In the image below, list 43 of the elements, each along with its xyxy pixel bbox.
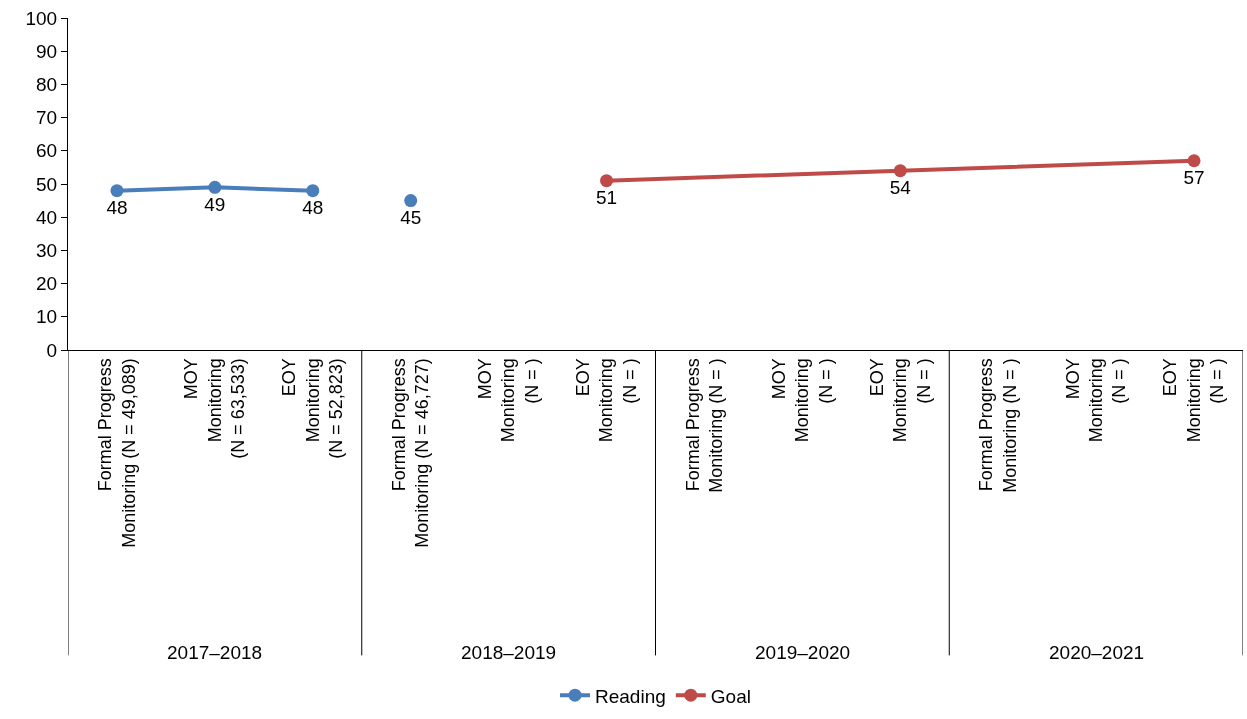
y-tick-label: 100: [25, 7, 58, 29]
y-tick-label: 70: [36, 107, 58, 129]
x-tick-label: EOY Monitoring (N = ): [1160, 358, 1228, 443]
data-label: 48: [302, 197, 324, 219]
text: 2018–2019: [461, 642, 557, 663]
y-tick-label: 90: [36, 40, 58, 62]
point: [1187, 154, 1201, 168]
y-tick-label: 40: [36, 206, 58, 228]
legend-label: Goal: [710, 685, 751, 707]
data-label: 51: [595, 187, 618, 209]
x-tick-label: Formal Progress Monitoring (N = 46,727): [388, 358, 433, 548]
x-tick-label: Formal Progress Monitoring (N = ): [682, 358, 727, 493]
x-tick-label: MOY Monitoring (N = ): [475, 358, 542, 443]
text: 2020–2021: [1049, 642, 1145, 663]
text: 2019–2020: [755, 642, 851, 663]
point: [208, 180, 222, 194]
y-tick-label: 10: [36, 306, 58, 328]
point: [110, 184, 124, 198]
data-label: 54: [889, 177, 912, 199]
x-tick-label: EOY Monitoring (N = ): [572, 358, 640, 443]
point: [600, 174, 614, 188]
x-tick-label: Formal Progress Monitoring (N = 49,089): [95, 358, 139, 548]
data-label: 45: [400, 206, 422, 228]
point: [893, 164, 907, 178]
point: [404, 194, 418, 208]
text: 2017–2018: [167, 642, 263, 663]
x-tick-label: MOY Monitoring (N = ): [768, 358, 836, 443]
x-tick-label: MOY Monitoring (N = 63,533): [181, 358, 249, 459]
data-label: 49: [204, 193, 226, 215]
y-tick-label: 80: [36, 74, 58, 96]
x-tick-label: Formal Progress Monitoring (N = ): [976, 358, 1020, 493]
x-tick-label: MOY Monitoring (N = ): [1062, 358, 1130, 443]
y-tick-label: 30: [36, 240, 58, 262]
data-label: 48: [106, 197, 128, 219]
data-label: 57: [1183, 167, 1205, 189]
y-tick-label: 50: [36, 173, 58, 195]
y-tick-label: 0: [46, 339, 58, 361]
legend-label: Reading: [595, 685, 666, 707]
point: [306, 184, 320, 198]
y-tick-label: 20: [36, 273, 58, 295]
x-tick-label: EOY Monitoring (N = ): [866, 358, 934, 443]
x-tick-label: EOY Monitoring (N = 52,823): [279, 358, 347, 459]
y-tick-label: 60: [36, 140, 58, 162]
